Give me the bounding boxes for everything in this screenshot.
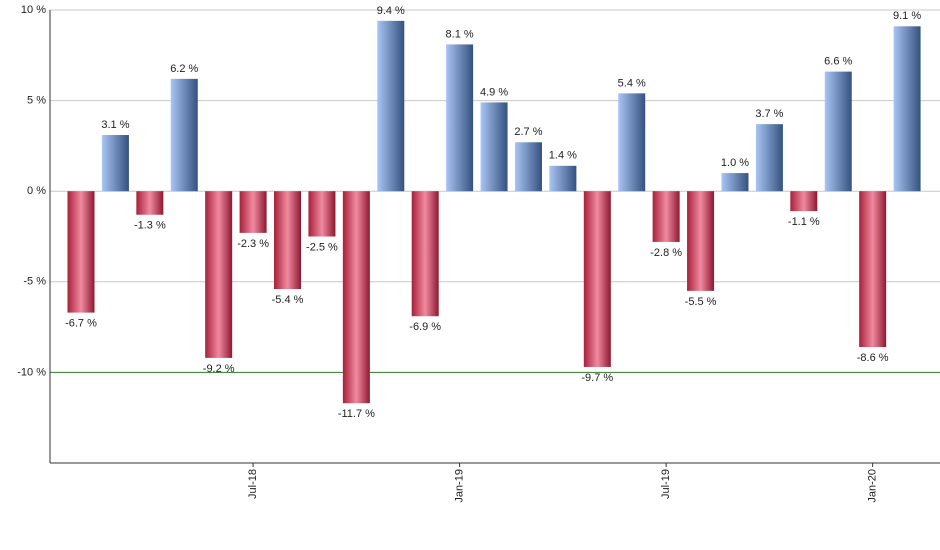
value-label: -5.5 %: [685, 296, 717, 308]
bar: [446, 44, 474, 192]
value-label: -2.5 %: [306, 241, 338, 253]
bar: [687, 191, 715, 291]
value-label: -9.7 %: [581, 372, 613, 384]
y-tick-label: 0 %: [27, 185, 46, 197]
value-label: 4.9 %: [480, 86, 508, 98]
y-tick-label: 5 %: [27, 95, 46, 107]
bar: [136, 191, 164, 215]
bar: [480, 102, 508, 192]
value-label: -9.2 %: [203, 363, 235, 375]
value-label: 3.7 %: [755, 108, 783, 120]
value-label: 6.2 %: [170, 63, 198, 75]
bar: [67, 191, 95, 313]
x-tick-label: Jul-18: [247, 469, 259, 499]
bar: [859, 191, 887, 348]
bar: [790, 191, 818, 212]
value-label: 1.4 %: [549, 150, 577, 162]
value-label: -1.3 %: [134, 220, 166, 232]
bar: [101, 135, 129, 192]
value-label: -5.4 %: [272, 294, 304, 306]
bar: [170, 78, 198, 192]
y-tick-label: -10 %: [17, 366, 46, 378]
value-label: -6.7 %: [65, 318, 97, 330]
bar: [514, 142, 542, 192]
value-label: -1.1 %: [788, 216, 820, 228]
bar: [618, 93, 646, 192]
bar: [824, 71, 852, 192]
value-label: 3.1 %: [101, 119, 129, 131]
bar: [583, 191, 611, 367]
bar: [377, 20, 405, 192]
x-tick-label: Jul-19: [660, 469, 672, 499]
value-label: -2.8 %: [650, 247, 682, 259]
bar: [755, 124, 783, 192]
bar: [342, 191, 370, 404]
x-tick-label: Jan-19: [454, 469, 466, 503]
value-label: -8.6 %: [857, 352, 889, 364]
bar: [721, 173, 749, 192]
bar: [274, 191, 302, 290]
value-label: 6.6 %: [824, 56, 852, 68]
value-label: 5.4 %: [618, 77, 646, 89]
value-label: 8.1 %: [446, 28, 474, 40]
x-tick-label: Jan-20: [867, 469, 879, 503]
value-label: 9.4 %: [377, 5, 405, 17]
bar: [893, 26, 921, 192]
y-tick-label: -5 %: [23, 276, 46, 288]
bar: [652, 191, 680, 242]
bar: [239, 191, 267, 233]
value-label: 9.1 %: [893, 10, 921, 22]
y-tick-label: 10 %: [21, 4, 46, 16]
bar: [205, 191, 233, 358]
bar: [308, 191, 336, 237]
value-label: 1.0 %: [721, 157, 749, 169]
bar: [549, 165, 577, 192]
bar: [411, 191, 439, 317]
value-label: -11.7 %: [338, 408, 375, 420]
value-label: -2.3 %: [237, 238, 269, 250]
value-label: 2.7 %: [514, 126, 542, 138]
value-label: -6.9 %: [409, 321, 441, 333]
